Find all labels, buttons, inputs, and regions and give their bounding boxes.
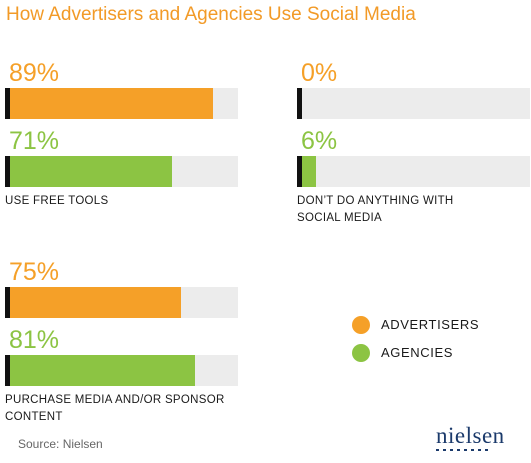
bar-track: [297, 156, 530, 187]
bar-baseline-tick: [5, 156, 10, 187]
legend-label-advertisers: ADVERTISERS: [381, 317, 480, 332]
chart-title: How Advertisers and Agencies Use Social …: [6, 4, 416, 25]
category-label: DON’T DO ANYTHING WITH SOCIAL MEDIA: [297, 195, 454, 224]
bar-baseline-tick: [297, 88, 302, 119]
bar-agencies: [10, 355, 195, 386]
bar-baseline-tick: [5, 355, 10, 386]
source-note: Source: Nielsen: [18, 437, 103, 451]
bar-advertisers: [10, 88, 213, 119]
chart-group-1: 89% 71% USE FREE TOOLS: [5, 56, 238, 226]
bar-track: [5, 355, 238, 386]
agencies-legend-dot: [352, 344, 370, 362]
category-label: PURCHASE MEDIA AND/OR SPONSOR CONTENT: [5, 394, 225, 423]
bar-advertisers: [10, 287, 181, 318]
bar-baseline-tick: [5, 287, 10, 318]
value-label-advertisers: 75%: [9, 258, 60, 286]
value-label-agencies: 6%: [301, 127, 338, 155]
bar-baseline-tick: [297, 156, 302, 187]
value-label-agencies: 81%: [9, 326, 60, 354]
value-label-advertisers: 0%: [301, 59, 338, 87]
value-label-agencies: 71%: [9, 127, 60, 155]
category-label: USE FREE TOOLS: [5, 195, 109, 207]
bar-agencies: [10, 156, 172, 187]
nielsen-logo: nielsen: [436, 423, 505, 448]
chart-group-2: 0% 6% DON’T DO ANYTHING WITH SOCIAL MEDIA: [297, 56, 530, 226]
legend-label-agencies: AGENCIES: [381, 345, 453, 360]
nielsen-logo-underline: [436, 449, 492, 451]
bar-track: [5, 156, 238, 187]
advertisers-legend-dot: [352, 316, 370, 334]
chart-group-3: 75% 81% PURCHASE MEDIA AND/OR SPONSOR CONT…: [5, 255, 238, 425]
value-label-advertisers: 89%: [9, 59, 60, 87]
bar-baseline-tick: [5, 88, 10, 119]
bar-track: [297, 88, 530, 119]
bar-track: [5, 287, 238, 318]
bar-agencies: [302, 156, 316, 187]
bar-track: [5, 88, 238, 119]
